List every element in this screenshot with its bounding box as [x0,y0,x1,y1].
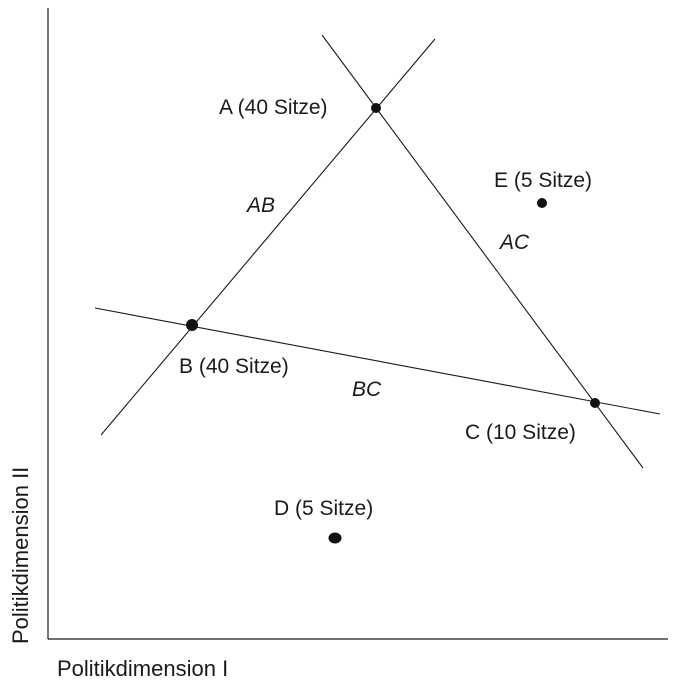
party-a-label: A (40 Sitze) [219,96,328,119]
party-b-point [186,319,198,331]
party-e-point [537,198,547,208]
party-c-point [590,398,600,408]
party-d-point [328,532,342,544]
line-ac-label: AC [498,231,530,254]
y-axis-label: Politikdimension II [8,467,33,644]
party-c-label: C (10 Sitze) [465,421,576,444]
x-axis-label: Politikdimension I [57,656,228,681]
party-b-label: B (40 Sitze) [179,355,289,378]
party-e-label: E (5 Sitze) [494,169,592,192]
party-a-point [371,103,381,113]
party-d-label: D (5 Sitze) [274,497,373,520]
line-bc-label: BC [352,378,382,401]
line-ab-label: AB [245,194,275,217]
